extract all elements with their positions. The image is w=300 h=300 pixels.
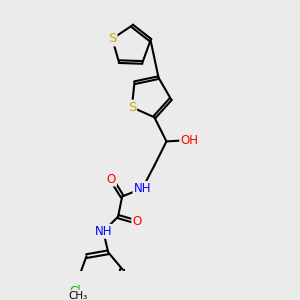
Text: NH: NH — [94, 225, 112, 238]
Text: CH₃: CH₃ — [68, 291, 87, 300]
Text: OH: OH — [180, 134, 198, 147]
Text: S: S — [108, 32, 116, 45]
Text: NH: NH — [134, 182, 151, 195]
Text: O: O — [107, 172, 116, 185]
Text: Cl: Cl — [70, 284, 82, 298]
Text: O: O — [132, 215, 142, 229]
Text: S: S — [128, 101, 136, 114]
